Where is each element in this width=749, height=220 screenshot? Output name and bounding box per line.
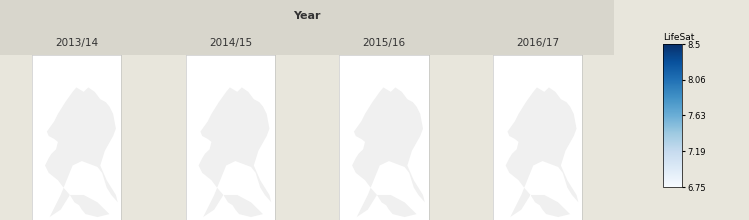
Text: 2013/14: 2013/14 (55, 38, 98, 48)
Text: Year: Year (294, 11, 321, 21)
Polygon shape (198, 87, 271, 217)
Polygon shape (506, 87, 578, 217)
Polygon shape (45, 87, 118, 217)
Text: 2014/15: 2014/15 (209, 38, 252, 48)
Polygon shape (352, 87, 425, 217)
Text: LifeSat: LifeSat (663, 33, 694, 42)
Text: 2015/16: 2015/16 (363, 38, 405, 48)
Text: 2016/17: 2016/17 (516, 38, 559, 48)
